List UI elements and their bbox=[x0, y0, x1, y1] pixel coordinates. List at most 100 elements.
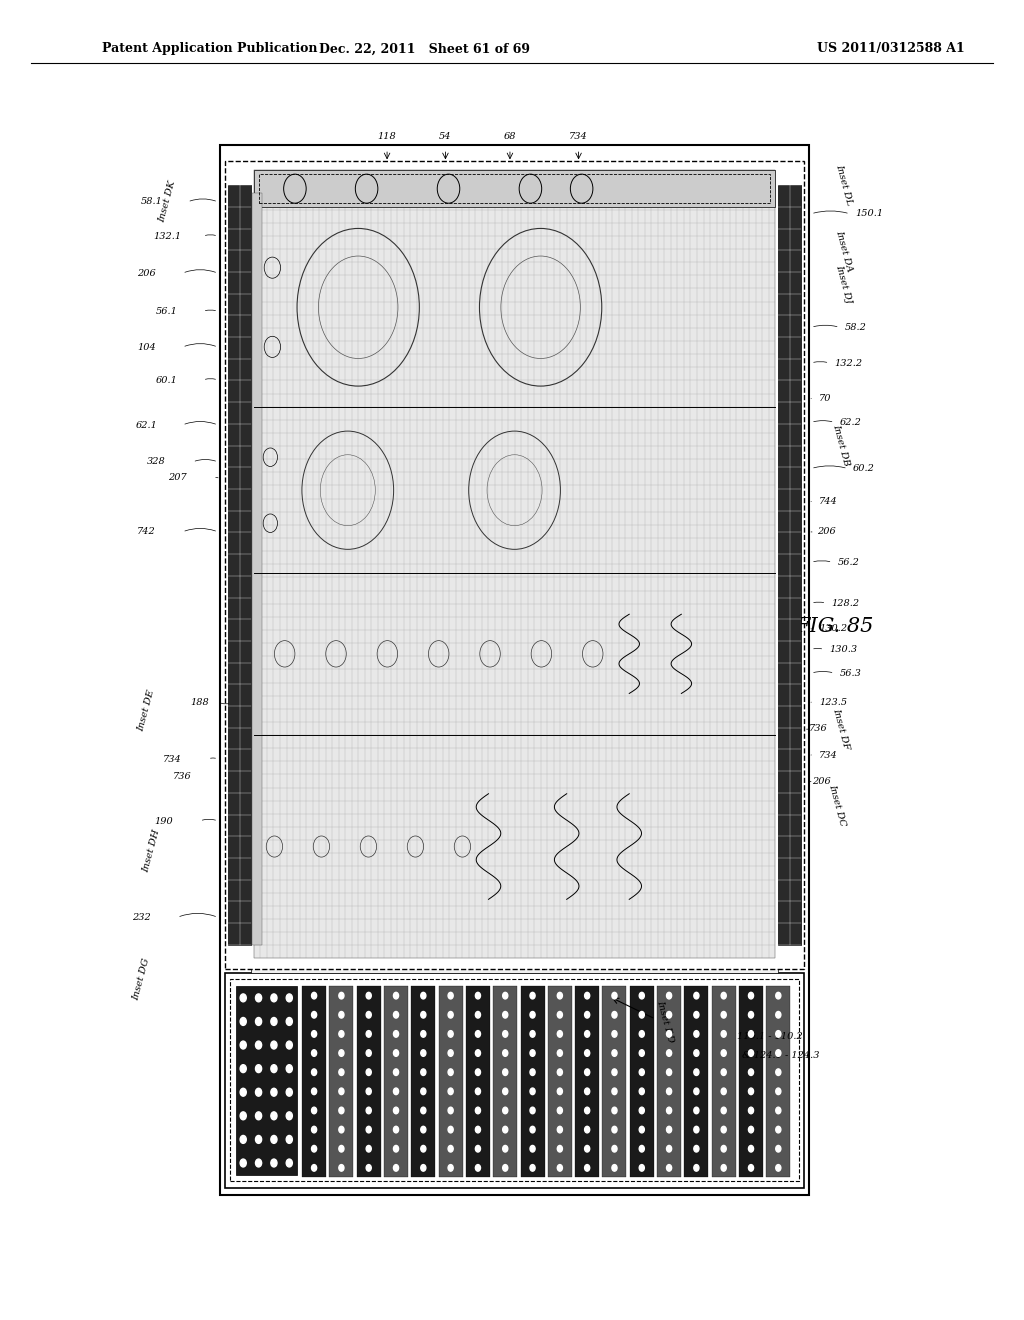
Circle shape bbox=[475, 1126, 480, 1133]
Circle shape bbox=[287, 1135, 293, 1143]
Text: 58.1: 58.1 bbox=[140, 198, 163, 206]
Bar bbox=[356, 986, 381, 1177]
Circle shape bbox=[530, 1049, 536, 1056]
Bar bbox=[254, 170, 775, 207]
Bar bbox=[220, 145, 809, 1195]
Bar bbox=[657, 986, 681, 1177]
Text: 190: 190 bbox=[155, 817, 173, 825]
Circle shape bbox=[367, 1107, 372, 1114]
Text: 54: 54 bbox=[439, 132, 452, 141]
Circle shape bbox=[449, 1031, 454, 1038]
Circle shape bbox=[393, 1088, 398, 1094]
Circle shape bbox=[639, 1146, 644, 1152]
Text: 56.3: 56.3 bbox=[840, 669, 861, 677]
Circle shape bbox=[270, 1135, 276, 1143]
Bar bbox=[602, 986, 627, 1177]
Circle shape bbox=[557, 1069, 562, 1076]
Circle shape bbox=[339, 993, 344, 999]
Circle shape bbox=[270, 1159, 276, 1167]
Bar bbox=[739, 986, 763, 1177]
Circle shape bbox=[612, 1107, 617, 1114]
Bar bbox=[228, 185, 251, 945]
Text: 206: 206 bbox=[137, 269, 156, 277]
Circle shape bbox=[694, 993, 699, 999]
Text: 62.1: 62.1 bbox=[135, 421, 158, 429]
Circle shape bbox=[475, 1069, 480, 1076]
Circle shape bbox=[311, 1011, 316, 1018]
Circle shape bbox=[776, 1107, 781, 1114]
Circle shape bbox=[694, 1088, 699, 1094]
Circle shape bbox=[667, 1126, 672, 1133]
Circle shape bbox=[667, 993, 672, 999]
Circle shape bbox=[393, 1011, 398, 1018]
Circle shape bbox=[639, 1011, 644, 1018]
Circle shape bbox=[287, 1159, 293, 1167]
Circle shape bbox=[256, 1065, 262, 1073]
Circle shape bbox=[749, 1107, 754, 1114]
Circle shape bbox=[256, 1135, 262, 1143]
Bar bbox=[230, 979, 799, 1181]
Circle shape bbox=[776, 1126, 781, 1133]
Circle shape bbox=[557, 1164, 562, 1171]
Circle shape bbox=[270, 1065, 276, 1073]
Bar bbox=[466, 986, 489, 1177]
Text: 734: 734 bbox=[163, 755, 181, 763]
Text: Inset DA: Inset DA bbox=[835, 228, 854, 273]
Circle shape bbox=[776, 1088, 781, 1094]
Circle shape bbox=[421, 1011, 426, 1018]
Circle shape bbox=[530, 1164, 536, 1171]
Circle shape bbox=[287, 1041, 293, 1049]
Text: 742: 742 bbox=[137, 528, 156, 536]
Circle shape bbox=[367, 1146, 372, 1152]
Circle shape bbox=[339, 1164, 344, 1171]
Circle shape bbox=[721, 1126, 726, 1133]
Circle shape bbox=[585, 1126, 590, 1133]
Circle shape bbox=[339, 1011, 344, 1018]
Circle shape bbox=[776, 1069, 781, 1076]
Circle shape bbox=[721, 1031, 726, 1038]
Bar bbox=[236, 986, 297, 1175]
Circle shape bbox=[256, 1159, 262, 1167]
Circle shape bbox=[449, 1107, 454, 1114]
Circle shape bbox=[585, 993, 590, 999]
Text: 130.2: 130.2 bbox=[819, 624, 847, 632]
Circle shape bbox=[585, 1049, 590, 1056]
Circle shape bbox=[393, 1031, 398, 1038]
Circle shape bbox=[311, 1069, 316, 1076]
Circle shape bbox=[475, 1146, 480, 1152]
Circle shape bbox=[339, 1031, 344, 1038]
Circle shape bbox=[311, 1088, 316, 1094]
Circle shape bbox=[749, 1049, 754, 1056]
Circle shape bbox=[475, 1011, 480, 1018]
Circle shape bbox=[721, 1049, 726, 1056]
Text: Inset DE: Inset DE bbox=[136, 688, 157, 733]
Circle shape bbox=[776, 1146, 781, 1152]
Circle shape bbox=[270, 1018, 276, 1026]
Circle shape bbox=[339, 1049, 344, 1056]
Circle shape bbox=[393, 1164, 398, 1171]
Text: 58.2: 58.2 bbox=[845, 323, 866, 331]
Circle shape bbox=[503, 1049, 508, 1056]
Bar bbox=[712, 986, 735, 1177]
Circle shape bbox=[240, 1111, 247, 1119]
Circle shape bbox=[530, 1069, 536, 1076]
Circle shape bbox=[240, 1018, 247, 1026]
Circle shape bbox=[749, 1011, 754, 1018]
Circle shape bbox=[421, 1164, 426, 1171]
Circle shape bbox=[311, 1146, 316, 1152]
Circle shape bbox=[240, 1088, 247, 1096]
Circle shape bbox=[639, 1164, 644, 1171]
Circle shape bbox=[311, 1031, 316, 1038]
Circle shape bbox=[639, 1031, 644, 1038]
Circle shape bbox=[557, 1031, 562, 1038]
Circle shape bbox=[270, 1088, 276, 1096]
Circle shape bbox=[694, 1069, 699, 1076]
Circle shape bbox=[449, 1164, 454, 1171]
Text: Inset DH: Inset DH bbox=[141, 829, 162, 874]
Text: 104: 104 bbox=[137, 343, 156, 351]
Circle shape bbox=[393, 1107, 398, 1114]
Circle shape bbox=[421, 993, 426, 999]
Circle shape bbox=[393, 993, 398, 999]
Circle shape bbox=[393, 1146, 398, 1152]
Circle shape bbox=[530, 1011, 536, 1018]
